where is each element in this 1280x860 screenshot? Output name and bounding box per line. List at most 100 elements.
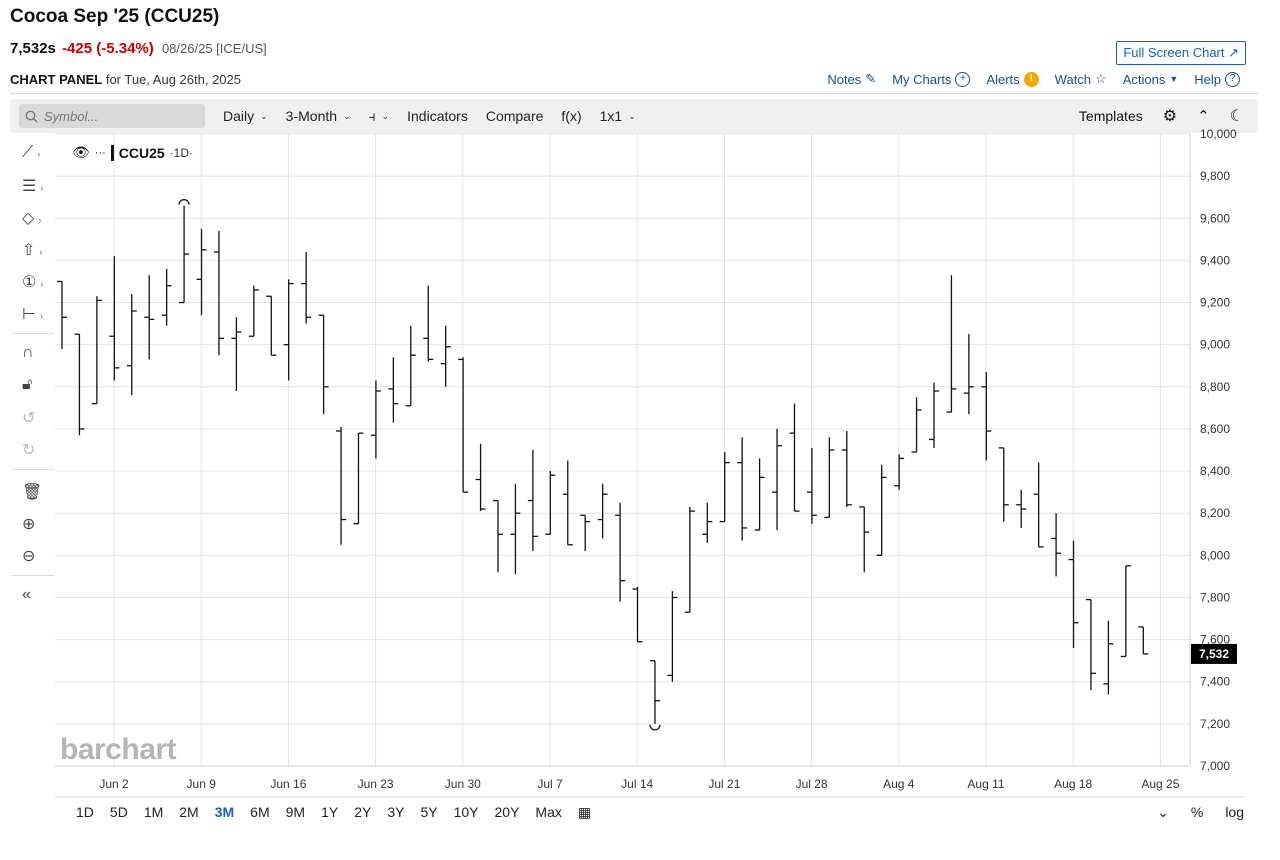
compare-button[interactable]: Compare [485,108,544,124]
ohlc-bar [545,471,556,535]
alerts-link[interactable]: Alerts! [986,71,1039,87]
legend-interval: ·1D· [169,145,194,160]
range-1m[interactable]: 1M [143,804,164,820]
ohlc-bar [1103,620,1114,695]
trendline-icon[interactable]: ⟋ › [22,144,41,161]
range-1d[interactable]: 1D [76,804,94,820]
lock-icon[interactable]: 🔓︎ [22,376,33,393]
chevron-down-icon: ⌄ [260,110,268,121]
range-10y[interactable]: 10Y [453,804,479,820]
chevron-down-icon: ⌄ [381,110,390,121]
range-9m[interactable]: 9M [285,804,306,820]
ohlc-bar [806,447,817,524]
x-tick-label: Jul 21 [708,777,740,791]
y-tick-label: 8,600 [1200,422,1230,436]
panel-label-title: CHART PANEL [10,72,103,87]
layout-dropdown[interactable]: 1x1 ⌄ [599,108,636,124]
arrow-icon[interactable]: ⇧ › [22,242,43,259]
watch-link[interactable]: Watch ☆ [1054,71,1107,87]
actions-menu[interactable]: Actions ▼ [1122,71,1179,87]
y-tick-label: 8,000 [1200,548,1230,562]
my-charts-link[interactable]: My Charts + [892,71,971,87]
ohlc-bar [841,431,852,507]
chart-legend: 👁︎ ··· CCU25 ·1D· [72,144,193,161]
ohlc-bar [719,452,730,523]
ohlc-bar [911,397,922,453]
full-screen-button[interactable]: Full Screen Chart ↗ [1116,41,1246,65]
fx-button[interactable]: f(x) [561,108,582,124]
price-change: -425 (-5.34%) [62,40,154,57]
interval-dropdown[interactable]: Daily ⌄ [223,108,268,124]
zoom-in-icon[interactable]: ⊕ [22,516,36,533]
trash-icon[interactable]: 🗑︎ [22,484,43,501]
chart-type-dropdown[interactable]: ⫞ ⌄ [369,108,390,125]
tool-divider [12,469,54,470]
ohlc-bar [1138,626,1149,655]
quote-meta: 08/26/25 [ICE/US] [161,41,267,56]
range-1y[interactable]: 1Y [321,804,339,820]
ohlc-bar [754,458,765,531]
ohlc-bar [510,483,521,575]
pencil-icon: ✎ [865,71,877,86]
range-dropdown[interactable]: 3-Month ⌄ [285,108,351,124]
collapse-tools-icon[interactable]: « [22,586,31,603]
ohlc-bar [667,591,678,682]
range-20y[interactable]: 20Y [494,804,520,820]
range-5d[interactable]: 5D [109,804,128,820]
help-link[interactable]: Help? [1194,71,1240,87]
ohlc-bar [57,280,67,349]
undo-icon[interactable]: ↺ [22,410,36,427]
more-icon[interactable]: ··· [94,146,106,159]
range-3m[interactable]: 3M [214,804,235,820]
range-3y[interactable]: 3Y [387,804,405,820]
x-tick-label: Aug 18 [1054,777,1092,791]
eye-icon[interactable]: 👁︎ [72,144,90,160]
range-5y[interactable]: 5Y [420,804,438,820]
range-2y[interactable]: 2Y [354,804,372,820]
ohlc-bar [1068,540,1079,649]
templates-button[interactable]: Templates [1078,108,1143,124]
dark-mode-icon[interactable]: ☾ [1229,108,1244,125]
y-tick-label: 9,000 [1200,338,1230,352]
x-tick-label: Aug 11 [967,777,1004,791]
period-low-marker [649,724,661,731]
ohlc-bar [475,443,486,512]
ohlc-bar [318,314,329,415]
log-toggle[interactable]: log [1225,804,1244,820]
shape-icon[interactable]: ◇ › [22,210,42,227]
magnet-icon[interactable]: ∩ [22,344,34,361]
y-tick-label: 8,400 [1200,464,1230,478]
x-tick-label: Jun 16 [270,777,306,791]
y-tick-label: 7,600 [1200,633,1230,647]
counter-icon[interactable]: ① › [22,274,44,291]
notes-link[interactable]: Notes ✎ [827,71,877,87]
x-tick-label: Jun 2 [99,777,129,791]
ohlc-bar [1120,565,1131,658]
zoom-out-icon[interactable]: ⊖ [22,548,36,565]
ohlc-bar [196,228,207,316]
last-price-label: 7,532 [1199,647,1229,661]
ohlc-bar [161,268,172,326]
calendar-icon[interactable]: ▦ [577,804,592,820]
settings-icon[interactable]: ⚙ [1162,108,1178,125]
redo-icon[interactable]: ↻ [22,442,36,459]
range-6m[interactable]: 6M [250,804,270,820]
collapse-icon[interactable]: ⌃ [1197,108,1210,125]
ohlc-bar [109,256,120,381]
expand-down-icon[interactable]: ⌄ [1157,804,1169,820]
measure-icon[interactable]: ⊢ › [22,306,43,323]
percent-toggle[interactable]: % [1190,804,1204,820]
y-tick-label: 8,200 [1200,506,1230,520]
ohlc-bar [998,447,1009,522]
y-tick-label: 9,200 [1200,296,1230,310]
indicators-button[interactable]: Indicators [407,108,468,124]
x-tick-label: Jun 9 [187,777,217,791]
fib-icon[interactable]: ☰ › [22,178,44,195]
top-links: Notes ✎ My Charts + Alerts! Watch ☆ Actions… [827,71,1240,87]
range-max[interactable]: Max [535,804,562,820]
y-tick-label: 7,400 [1200,675,1230,689]
symbol-search[interactable]: Symbol... [19,104,205,128]
ohlc-bar [493,499,503,573]
range-2m[interactable]: 2M [179,804,199,820]
